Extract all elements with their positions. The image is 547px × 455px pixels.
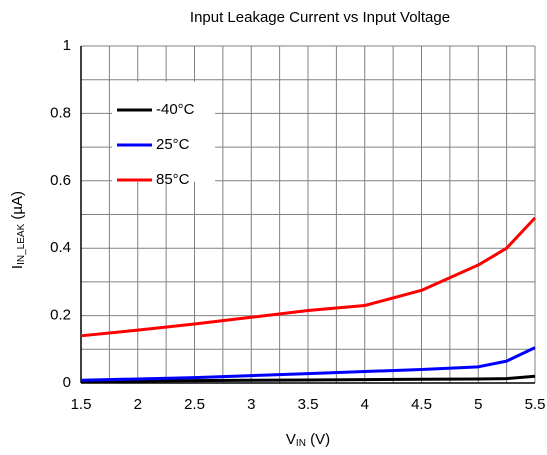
x-axis-label: VIN (V)	[286, 431, 330, 449]
series-line	[80, 216, 537, 338]
x-tick-label: 5	[474, 396, 482, 413]
legend-box	[112, 81, 215, 182]
chart-title: Input Leakage Current vs Input Voltage	[190, 9, 450, 26]
x-tick-label: 2.5	[184, 396, 205, 413]
y-tick-label: 0.8	[50, 104, 71, 121]
x-tick-label: 4.5	[411, 396, 432, 413]
y-tick-label: 0.2	[50, 307, 71, 324]
x-tick-label: 4	[361, 396, 369, 413]
y-tick-label: 0.4	[50, 239, 71, 256]
x-tick-label: 2	[134, 396, 142, 413]
series-line	[80, 374, 536, 383]
y-axis-label: IIN_LEAK (µA)	[9, 191, 27, 269]
x-tick-label: 5.5	[525, 396, 546, 413]
x-tick-label: 3.5	[298, 396, 319, 413]
y-tick-label: 0.6	[50, 172, 71, 189]
legend-label: 85°C	[156, 171, 190, 188]
x-tick-label: 1.5	[71, 396, 92, 413]
legend-label: 25°C	[156, 136, 190, 153]
y-tick-label: 1	[63, 37, 71, 54]
x-tick-label: 3	[247, 396, 255, 413]
legend-label: -40°C	[156, 101, 195, 118]
y-tick-label: 0	[63, 374, 71, 391]
series-line	[80, 346, 536, 382]
